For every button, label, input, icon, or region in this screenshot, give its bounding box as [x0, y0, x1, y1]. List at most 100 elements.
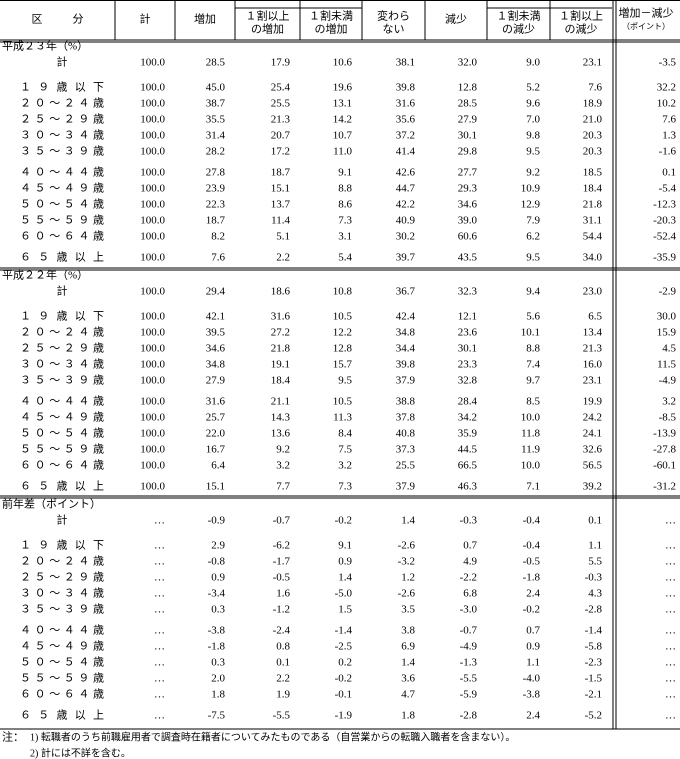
cell-value: -1.4 — [585, 625, 603, 637]
cell-value: -2.1 — [585, 689, 602, 701]
cell-value: 1.8 — [401, 710, 415, 722]
cell-value: 100.0 — [140, 460, 165, 472]
cell-value: 31.6 — [396, 98, 416, 110]
cell-value: 100.0 — [140, 130, 165, 142]
cell-value: … — [665, 673, 676, 685]
cell-value: 37.2 — [396, 130, 415, 142]
cell-value: 10.0 — [521, 460, 541, 472]
cell-value: 7.4 — [526, 359, 540, 371]
cell-value: 6.5 — [588, 311, 602, 323]
cell-value: 9.7 — [526, 375, 540, 387]
cell-value: -5.4 — [659, 183, 677, 195]
cell-value: 30.2 — [396, 231, 415, 243]
cell-value: -0.5 — [273, 572, 291, 584]
cell-value: -4.9 — [659, 375, 677, 387]
column-header: （ポイント） — [622, 22, 670, 31]
cell-value: 21.8 — [583, 199, 603, 211]
cell-value: 38.7 — [206, 98, 226, 110]
row-label: ４０～４４歳 — [20, 395, 104, 408]
cell-value: 2.9 — [211, 540, 225, 552]
cell-value: -0.2 — [523, 604, 540, 616]
cell-value: 100.0 — [140, 444, 165, 456]
cell-value: -2.8 — [460, 710, 478, 722]
cell-value: 4.5 — [662, 343, 676, 355]
row-label: ３５～３９歳 — [20, 145, 104, 158]
cell-value: -0.2 — [335, 673, 352, 685]
cell-value: 12.8 — [333, 343, 353, 355]
cell-value: 19.6 — [333, 82, 353, 94]
cell-value: 36.7 — [396, 286, 416, 298]
cell-value: 100.0 — [140, 231, 165, 243]
cell-value: 100.0 — [140, 343, 165, 355]
cell-value: 25.5 — [396, 460, 416, 472]
cell-value: 23.3 — [458, 359, 478, 371]
cell-value: 0.1 — [588, 515, 602, 527]
cell-value: 15.7 — [333, 359, 353, 371]
cell-value: -0.5 — [523, 556, 541, 568]
cell-value: 9.2 — [276, 444, 290, 456]
cell-value: … — [665, 515, 676, 527]
cell-value: 27.7 — [458, 167, 478, 179]
cell-value: 100.0 — [140, 98, 165, 110]
column-header: の減少 — [502, 22, 535, 36]
cell-value: 20.3 — [583, 130, 603, 142]
cell-value: 6.8 — [463, 588, 477, 600]
cell-value: 31.1 — [583, 215, 602, 227]
cell-value: 3.2 — [338, 460, 352, 472]
cell-value: 39.5 — [206, 327, 226, 339]
cell-value: 0.1 — [662, 167, 676, 179]
cell-value: 24.2 — [583, 412, 602, 424]
cell-value: -3.8 — [208, 625, 226, 637]
cell-value: 29.8 — [458, 146, 478, 158]
cell-value: -5.5 — [460, 673, 478, 685]
cell-value: 14.3 — [271, 412, 291, 424]
cell-value: 24.1 — [583, 428, 602, 440]
row-label: １９歳以下 — [20, 310, 104, 323]
cell-value: 9.6 — [526, 98, 540, 110]
row-label: 計 — [57, 513, 68, 527]
cell-value: … — [154, 689, 165, 701]
cell-value: 10.0 — [521, 412, 541, 424]
cell-value: 39.2 — [583, 481, 602, 493]
cell-value: -1.6 — [659, 146, 677, 158]
cell-value: 32.2 — [657, 82, 676, 94]
column-header: の減少 — [565, 22, 598, 36]
row-label: ２０～２４歳 — [20, 326, 104, 339]
cell-value: 5.1 — [276, 231, 290, 243]
cell-value: 18.6 — [271, 286, 291, 298]
cell-value: -5.0 — [335, 588, 353, 600]
cell-value: 2.2 — [276, 252, 290, 264]
cell-value: 0.1 — [276, 657, 290, 669]
cell-value: 10.5 — [333, 396, 353, 408]
cell-value: 1.5 — [338, 604, 352, 616]
cell-value: 44.7 — [396, 183, 416, 195]
cell-value: 0.8 — [276, 641, 290, 653]
cell-value: 7.7 — [276, 481, 290, 493]
row-label: ３５～３９歳 — [20, 374, 104, 387]
cell-value: 1.2 — [401, 572, 415, 584]
cell-value: 34.4 — [396, 343, 416, 355]
cell-value: 2.2 — [276, 673, 290, 685]
column-header: １割未満 — [309, 9, 353, 23]
cell-value: 21.0 — [583, 114, 603, 126]
cell-value: 8.8 — [526, 343, 540, 355]
cell-value: -0.4 — [523, 540, 541, 552]
cell-value: 0.9 — [211, 572, 225, 584]
cell-value: -0.1 — [335, 689, 352, 701]
cell-value: … — [154, 625, 165, 637]
cell-value: -2.6 — [398, 540, 416, 552]
cell-value: 10.8 — [333, 286, 353, 298]
cell-value: 1.1 — [588, 540, 602, 552]
cell-value: 100.0 — [140, 481, 165, 493]
cell-value: 9.4 — [526, 286, 540, 298]
cell-value: -1.5 — [585, 673, 603, 685]
cell-value: … — [154, 572, 165, 584]
cell-value: 1.1 — [526, 657, 540, 669]
cell-value: 11.3 — [333, 412, 352, 424]
cell-value: 7.6 — [211, 252, 225, 264]
cell-value: … — [154, 657, 165, 669]
cell-value: 32.0 — [458, 57, 478, 69]
cell-value: 5.2 — [526, 82, 540, 94]
cell-value: -3.5 — [659, 57, 677, 69]
column-header: １割未満 — [497, 9, 541, 23]
